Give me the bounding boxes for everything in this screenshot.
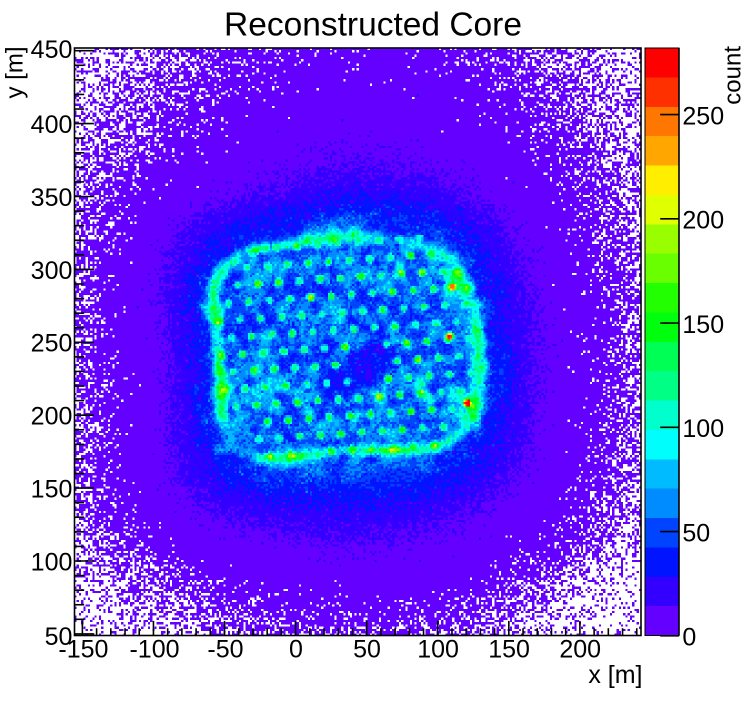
svg-text:0: 0 [289, 636, 303, 664]
svg-text:250: 250 [682, 102, 724, 130]
svg-text:-50: -50 [207, 636, 243, 664]
svg-text:100: 100 [31, 548, 73, 576]
svg-text:Reconstructed Core: Reconstructed Core [224, 7, 522, 44]
svg-text:100: 100 [417, 636, 459, 664]
svg-text:100: 100 [682, 415, 724, 443]
svg-text:200: 200 [559, 636, 601, 664]
svg-text:200: 200 [682, 207, 724, 235]
svg-text:150: 150 [31, 476, 73, 504]
svg-text:0: 0 [682, 624, 696, 652]
svg-text:-100: -100 [129, 636, 179, 664]
svg-text:400: 400 [31, 111, 73, 139]
svg-text:x [m]: x [m] [588, 661, 642, 689]
svg-text:50: 50 [45, 623, 73, 651]
svg-text:150: 150 [682, 311, 724, 339]
svg-text:count: count [720, 46, 746, 105]
svg-text:300: 300 [31, 257, 73, 285]
svg-text:50: 50 [353, 636, 381, 664]
svg-text:350: 350 [31, 184, 73, 212]
svg-text:450: 450 [31, 36, 73, 64]
svg-text:50: 50 [682, 519, 710, 547]
svg-text:200: 200 [31, 403, 73, 431]
svg-text:250: 250 [31, 330, 73, 358]
svg-text:y [m]: y [m] [2, 47, 29, 99]
svg-text:150: 150 [488, 636, 530, 664]
svg-text:-150: -150 [58, 636, 108, 664]
